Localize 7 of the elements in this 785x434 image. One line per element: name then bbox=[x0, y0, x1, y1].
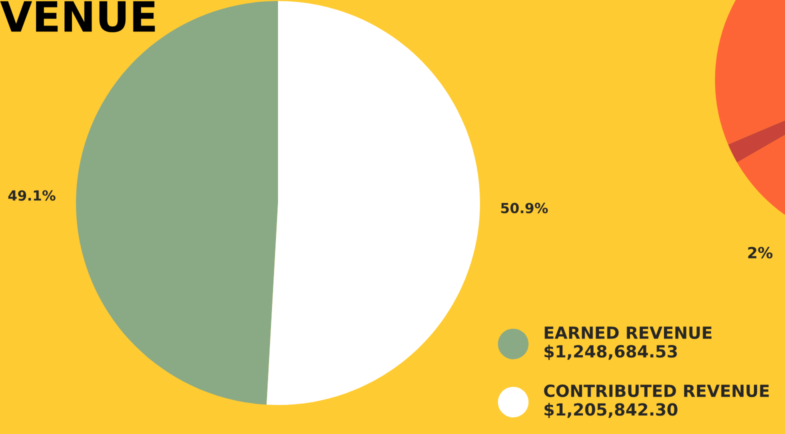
chart-title: VENUE bbox=[0, 1, 155, 32]
text: 2% bbox=[748, 246, 772, 258]
pie-slice bbox=[266, 1, 480, 405]
data-label: 50.9% bbox=[501, 202, 548, 214]
data-label: 49.1% bbox=[8, 190, 56, 201]
legend-label: CONTRIBUTED REVENUE $1,205,842.30 bbox=[544, 384, 769, 418]
legend-label: EARNED REVENUE $1,248,684.53 bbox=[544, 326, 712, 360]
